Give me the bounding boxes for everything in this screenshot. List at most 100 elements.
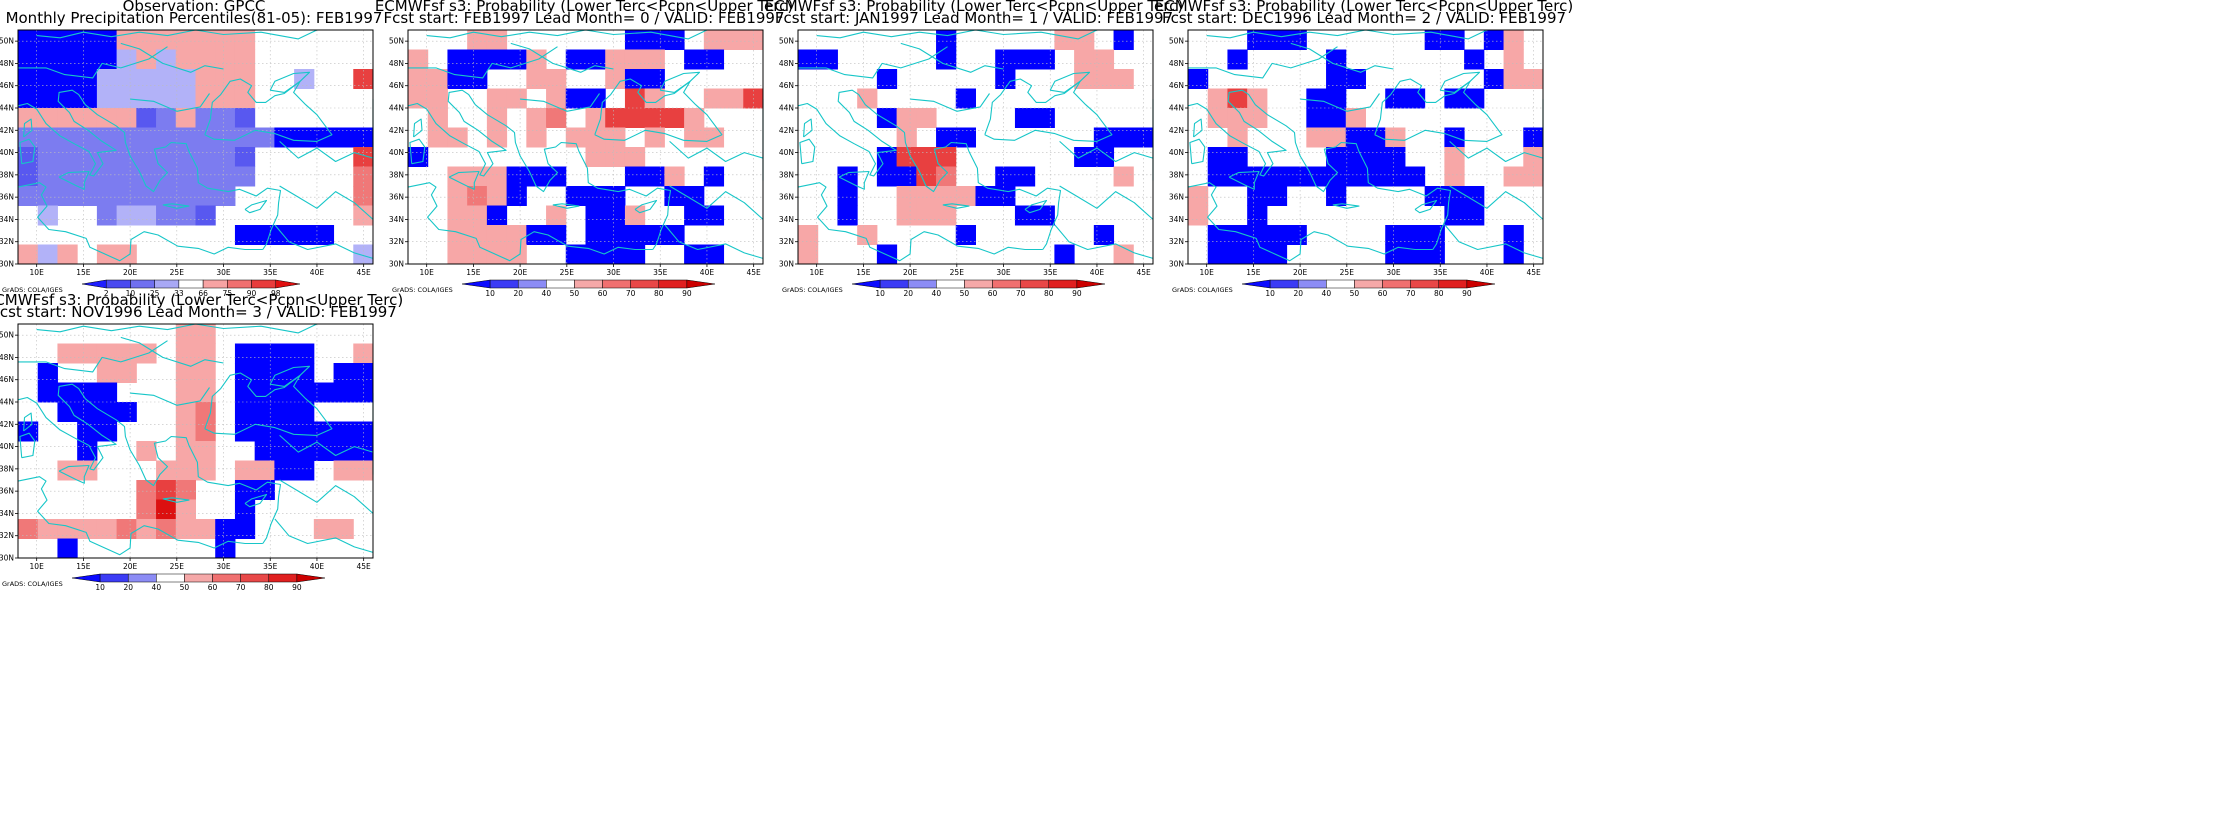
map-frame	[1187, 29, 1544, 265]
grid-cell	[234, 225, 256, 245]
grid-cell	[408, 69, 429, 89]
x-tick-label: 40E	[310, 562, 325, 571]
grid-cell	[703, 127, 725, 148]
map-svg: ECMWFsf s3: Probability (Lower Terc<Pcpn…	[375, 0, 793, 298]
colorbar: 2 10 25 33 66 75 90 98	[81, 279, 301, 298]
y-tick-label: 38N	[1169, 170, 1184, 179]
colorbar-swatch	[602, 279, 631, 289]
y-tick-label: 34N	[779, 215, 794, 224]
grid-cell	[175, 88, 196, 109]
grid-cell	[116, 519, 137, 539]
graticule	[1188, 30, 1543, 265]
colorbar-swatch	[202, 279, 228, 289]
grid-cell	[77, 343, 98, 364]
y-tick-label: 36N	[1169, 193, 1184, 202]
grid-cell	[585, 108, 606, 128]
grid-cell	[1188, 205, 1209, 226]
grid-cell	[546, 88, 567, 109]
grid-cell	[605, 205, 626, 226]
colorbar-swatch	[71, 573, 101, 583]
panel-lead-3: ECMWFsf s3: Probability (Lower Terc<Pcpn…	[0, 291, 403, 592]
grid-cell	[1385, 225, 1406, 245]
grid-cell	[546, 166, 567, 187]
grid-cell	[684, 127, 705, 148]
grid-cell	[136, 30, 157, 50]
grid-cell	[624, 166, 646, 187]
y-tick-label: 50N	[0, 331, 14, 340]
y-tick-label: 42N	[1169, 126, 1184, 135]
grid-cell	[1207, 147, 1228, 167]
colorbar-swatch	[461, 279, 491, 289]
grid-cell	[116, 166, 137, 187]
x-tick-label: 25E	[1340, 268, 1355, 277]
grid-cell	[77, 186, 98, 206]
grid-cell	[353, 421, 374, 442]
grid-cell	[427, 127, 448, 148]
grid-cell	[195, 402, 216, 422]
grid-cell	[77, 108, 98, 128]
grid-cell	[234, 166, 256, 187]
grid-cell	[136, 186, 157, 206]
grid-cell	[624, 205, 646, 226]
grid-cell	[526, 166, 547, 187]
grid-cell	[333, 382, 354, 403]
grid-cell	[294, 460, 315, 481]
grid-cell	[57, 108, 78, 128]
grid-cell	[96, 186, 118, 206]
grid-cell	[353, 186, 374, 206]
y-tick-label: 32N	[1169, 237, 1184, 246]
grid-cell	[644, 225, 665, 245]
grid-cell	[1306, 127, 1327, 148]
panel-title: ECMWFsf s3: Probability (Lower Terc<Pcpn…	[375, 0, 793, 15]
colorbar-swatch	[227, 279, 252, 289]
grid-cell	[644, 49, 665, 70]
grid-cell	[254, 225, 275, 245]
grid-cell	[294, 127, 315, 148]
grid-cell	[294, 363, 315, 383]
y-tick-label: 46N	[0, 375, 14, 384]
grid-cell	[1326, 108, 1347, 128]
grid-cell	[703, 88, 725, 109]
grid-cell	[136, 166, 157, 187]
grid-cell	[57, 519, 78, 539]
colorbar-swatch	[268, 573, 298, 583]
grid-cell	[1503, 69, 1524, 89]
grid-cell	[798, 49, 819, 70]
colorbar-label: 10	[126, 289, 136, 298]
grid-cell	[1113, 69, 1134, 89]
grid-cell	[274, 402, 295, 422]
grid-cell	[546, 108, 567, 128]
y-tick-label: 34N	[0, 509, 14, 518]
grid-cell	[234, 363, 256, 383]
colorbar: 10 20 40 50 60 70 80 90	[461, 279, 716, 298]
grid-cell	[274, 363, 295, 383]
grid-cell	[136, 205, 157, 226]
grid-cell	[664, 108, 685, 128]
grid-cell	[526, 225, 547, 245]
grid-cell	[1074, 30, 1095, 50]
x-tick-label: 15E	[76, 268, 91, 277]
grid-cell	[1207, 88, 1228, 109]
grid-cell	[333, 127, 354, 148]
y-tick-label: 30N	[389, 260, 404, 269]
x-tick-label: 25E	[950, 268, 965, 277]
colorbar-swatch	[879, 279, 909, 289]
map-frame	[17, 29, 374, 265]
x-tick-label: 35E	[653, 268, 668, 277]
colorbar-label: 10	[1265, 289, 1275, 298]
anomaly-cells	[18, 324, 374, 559]
grid-cell	[857, 88, 878, 109]
graticule	[18, 30, 373, 265]
y-tick-label: 34N	[0, 215, 14, 224]
colorbar: 10 20 40 50 60 70 80 90	[1241, 279, 1496, 298]
grid-cell	[195, 147, 216, 167]
colorbar-swatch	[127, 573, 157, 583]
grid-cell	[274, 382, 295, 403]
grid-cell	[1014, 166, 1036, 187]
grid-cell	[175, 205, 196, 226]
grid-cell	[18, 127, 39, 148]
grid-cell	[1266, 166, 1288, 187]
grid-cell	[136, 127, 157, 148]
grid-cell	[1247, 186, 1268, 206]
